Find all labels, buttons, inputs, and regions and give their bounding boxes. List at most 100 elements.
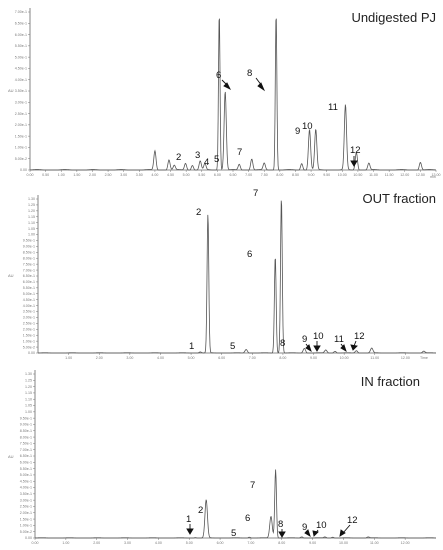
y-tick-label: 4.00e-1 [20, 486, 32, 490]
x-tick-label: 5.00 [183, 173, 190, 177]
y-tick-label: 4.00e-1 [23, 304, 35, 308]
y-tick-label: 6.00e-1 [15, 33, 27, 37]
y-tick-label: 3.50e-1 [15, 89, 27, 93]
x-tick-label: 3.00 [124, 541, 131, 545]
y-tick-label: 4.00e-1 [15, 78, 27, 82]
x-tick-label: 12.00 [401, 541, 410, 545]
x-tick-label: 4.00 [157, 356, 164, 360]
y-tick-label: 9.00e-1 [23, 245, 35, 249]
x-tick-label: 1.00 [62, 541, 69, 545]
x-unit-label: min [430, 175, 436, 179]
chromatogram-trace [29, 18, 437, 171]
x-tick-label: 0.00 [27, 173, 34, 177]
x-tick-label: 9.50 [323, 173, 330, 177]
x-tick-label: 10.50 [353, 173, 362, 177]
x-tick-label: 12.00 [401, 356, 410, 360]
x-tick-label: 1.50 [73, 173, 80, 177]
arrow-1-head [186, 528, 194, 535]
y-tick-label: 5.00e-2 [15, 157, 27, 161]
y-tick-label: 9.50e-1 [23, 239, 35, 243]
y-tick-label: 0.00 [20, 168, 27, 172]
x-tick-label: 6.00 [217, 541, 224, 545]
y-tick-label: 6.00e-1 [20, 461, 32, 465]
y-tick-label: 4.50e-1 [20, 479, 32, 483]
peak-label-11: 11 [328, 102, 338, 113]
y-axis-label: AU [8, 273, 14, 278]
x-tick-label: 6.50 [230, 173, 237, 177]
x-tick-label: 5.50 [198, 173, 205, 177]
x-tick-label: 7.00 [245, 173, 252, 177]
peak-label-1: 1 [189, 341, 194, 352]
peak-label-1: 1 [186, 514, 191, 525]
peak-arrows [221, 77, 358, 167]
x-tick-label: 7.00 [249, 356, 256, 360]
x-tick-label: 7.50 [261, 173, 268, 177]
y-tick-label: 2.50e-1 [20, 505, 32, 509]
y-tick-label: 1.50e-1 [15, 134, 27, 138]
y-tick-label: 3.00e-1 [15, 100, 27, 104]
y-tick-label: 4.50e-1 [15, 67, 27, 71]
peak-label-4: 4 [204, 157, 209, 168]
arrow-12-head [350, 160, 358, 167]
y-tick-label: 5.00e-1 [23, 292, 35, 296]
x-tick-label: 8.00 [276, 173, 283, 177]
x-tick-label: 11.50 [385, 173, 394, 177]
peak-arrows [305, 340, 358, 353]
arrow-12 [342, 524, 351, 534]
panel-out-fraction: OUT fraction AU Time 1.00 2.00 3.00 4.00 5.0… [8, 188, 437, 360]
peak-labels: 1 2 5 6 7 8 9 10 12 [186, 480, 358, 539]
y-tick-label: 5.00e-2 [20, 530, 32, 534]
peak-label-7: 7 [253, 188, 258, 199]
y-tick-label: 1.00 [28, 233, 35, 237]
y-ticks: 0.00 5.00e-2 1.00e-1 1.50e-12.00e-1 2.50e-1 3… [23, 197, 38, 355]
x-tick-label: 12.50 [416, 173, 425, 177]
x-tick-label: 8.00 [278, 541, 285, 545]
y-tick-label: 7.00e-1 [20, 448, 32, 452]
arrow-10-head [312, 530, 319, 537]
x-tick-label: 8.50 [292, 173, 299, 177]
peak-label-3: 3 [195, 150, 200, 161]
y-tick-label: 1.00e-1 [20, 524, 32, 528]
x-tick-label: 12.00 [400, 173, 409, 177]
arrow-8-head [257, 82, 266, 92]
x-tick-label: 6.00 [218, 356, 225, 360]
y-tick-label: 2.00e-1 [20, 511, 32, 515]
y-tick-label: 4.50e-1 [23, 298, 35, 302]
panel-title: IN fraction [361, 374, 420, 389]
y-tick-label: 5.50e-1 [15, 44, 27, 48]
y-tick-label: 5.00e-2 [23, 345, 35, 349]
y-tick-label: 1.05 [25, 404, 32, 408]
x-tick-label: 2.50 [105, 173, 112, 177]
y-tick-label: 7.50e-1 [20, 442, 32, 446]
y-tick-label: 6.50e-1 [20, 454, 32, 458]
y-tick-label: 1.10 [25, 397, 32, 401]
x-tick-label: 9.00 [308, 173, 315, 177]
y-tick-label: 1.50e-1 [20, 517, 32, 521]
y-axis-label: AU [8, 454, 14, 459]
y-tick-label: 3.00e-1 [20, 498, 32, 502]
y-tick-label: 7.00e-1 [15, 10, 27, 14]
y-tick-label: 5.50e-1 [20, 467, 32, 471]
y-tick-label: 2.50e-1 [15, 112, 27, 116]
peak-label-10: 10 [302, 121, 313, 132]
y-tick-label: 7.00e-1 [23, 268, 35, 272]
y-tick-label: 7.50e-1 [23, 262, 35, 266]
y-tick-label: 6.50e-1 [23, 274, 35, 278]
peak-label-9: 9 [302, 334, 307, 345]
y-tick-label: 1.20 [25, 385, 32, 389]
y-tick-label: 1.30 [28, 197, 35, 201]
y-tick-label: 8.50e-1 [23, 251, 35, 255]
y-tick-label: 5.00e-1 [15, 55, 27, 59]
y-tick-label: 0.00 [25, 536, 32, 540]
peak-label-12: 12 [347, 515, 358, 526]
x-unit-label: Time [420, 356, 428, 360]
x-tick-label: 4.00 [155, 541, 162, 545]
x-tick-label: 7.00 [247, 541, 254, 545]
y-tick-label: 0.00 [28, 351, 35, 355]
panel-title: Undigested PJ [351, 10, 436, 25]
peak-label-12: 12 [350, 145, 361, 156]
peak-label-8: 8 [280, 338, 285, 349]
peak-label-5: 5 [214, 154, 219, 165]
arrow-11-head [340, 344, 347, 353]
peak-label-9: 9 [302, 522, 307, 533]
